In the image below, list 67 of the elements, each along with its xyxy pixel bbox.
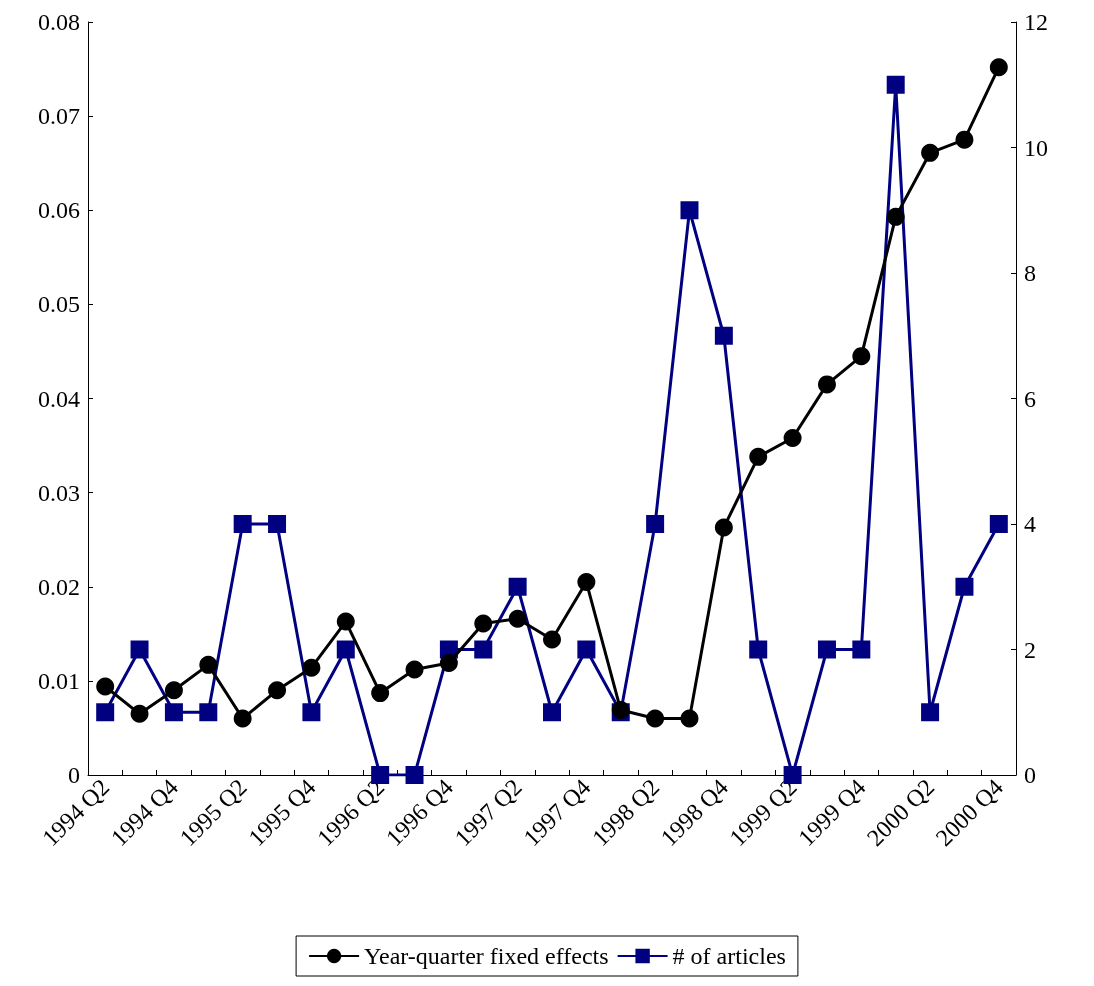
y-tick-label: 0.06 bbox=[38, 197, 80, 224]
y-tick-label: 0.07 bbox=[38, 103, 80, 130]
point bbox=[852, 347, 871, 366]
point bbox=[336, 640, 355, 659]
y-tick-label: 0.08 bbox=[38, 9, 80, 35]
point bbox=[714, 326, 733, 345]
point bbox=[921, 703, 940, 722]
point bbox=[508, 577, 527, 596]
point bbox=[543, 703, 561, 722]
point bbox=[233, 709, 252, 728]
point bbox=[474, 614, 493, 633]
y2-tick-label: 0 bbox=[1024, 762, 1036, 788]
point bbox=[130, 640, 149, 659]
point bbox=[577, 573, 596, 592]
point bbox=[439, 654, 458, 672]
y2-tick-label: 12 bbox=[1024, 9, 1048, 35]
point bbox=[783, 429, 802, 448]
legend-label: # of articles bbox=[672, 943, 786, 969]
point bbox=[268, 515, 287, 533]
legend-label: Year-quarter fixed effects bbox=[364, 943, 609, 969]
point bbox=[371, 684, 390, 703]
point bbox=[96, 677, 115, 696]
point bbox=[749, 447, 768, 466]
point bbox=[302, 658, 321, 677]
point bbox=[886, 207, 905, 226]
point bbox=[680, 201, 699, 220]
y-tick-label: 0 bbox=[68, 762, 80, 788]
point bbox=[852, 640, 871, 659]
y2-tick-label: 4 bbox=[1024, 511, 1036, 537]
point bbox=[302, 703, 321, 722]
point bbox=[955, 130, 974, 149]
point bbox=[336, 612, 355, 631]
point bbox=[164, 681, 183, 700]
point bbox=[577, 640, 596, 659]
y-tick-label: 0.05 bbox=[38, 291, 80, 318]
y-tick-label: 0.02 bbox=[38, 573, 80, 600]
point bbox=[508, 609, 527, 628]
point bbox=[405, 660, 424, 679]
point bbox=[96, 703, 115, 722]
y2-tick-label: 2 bbox=[1024, 636, 1036, 663]
point bbox=[817, 640, 836, 659]
point bbox=[646, 515, 665, 533]
point bbox=[955, 577, 974, 596]
point bbox=[886, 75, 905, 94]
y2-tick-label: 8 bbox=[1024, 260, 1036, 286]
y2-tick-label: 6 bbox=[1024, 385, 1036, 412]
point bbox=[233, 515, 252, 533]
point bbox=[130, 704, 149, 723]
point bbox=[199, 655, 218, 674]
point bbox=[543, 630, 561, 649]
point bbox=[199, 703, 218, 722]
point bbox=[646, 709, 665, 728]
point bbox=[680, 709, 699, 728]
point bbox=[989, 515, 1008, 533]
point bbox=[714, 518, 733, 537]
y2-tick-label: 10 bbox=[1024, 134, 1048, 161]
point bbox=[749, 640, 768, 659]
y-tick-label: 0.03 bbox=[38, 479, 80, 506]
point bbox=[474, 640, 493, 659]
y-tick-label: 0.01 bbox=[38, 667, 80, 694]
point bbox=[405, 766, 424, 784]
point bbox=[164, 703, 183, 722]
y-tick-label: 0.04 bbox=[38, 385, 80, 412]
point bbox=[989, 58, 1008, 77]
point bbox=[921, 143, 940, 162]
point bbox=[268, 681, 287, 700]
point bbox=[817, 375, 836, 394]
